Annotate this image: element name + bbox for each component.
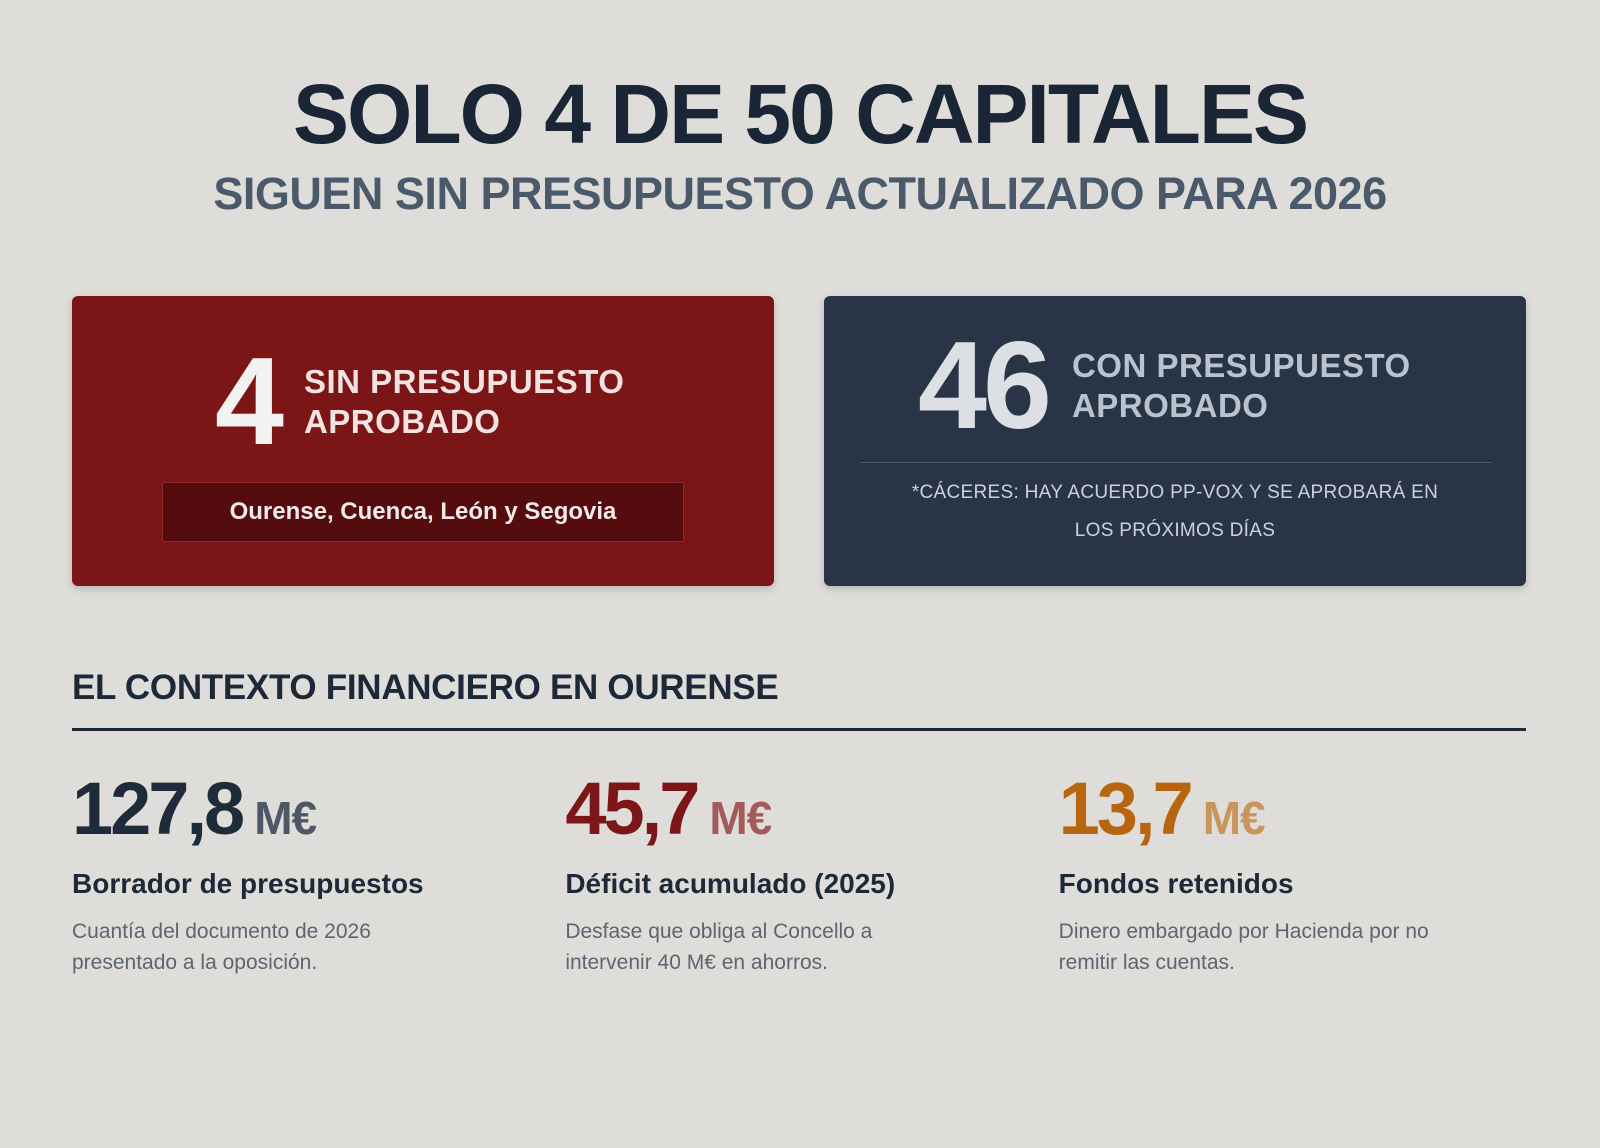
stat-label: Déficit acumulado (2025) <box>565 868 896 899</box>
stat-number: 45,7 <box>565 767 700 850</box>
stat-unit: M€ <box>254 792 317 844</box>
stat-description-line1: Cuantía del documento de 2026 <box>72 920 371 943</box>
stat-description: Dinero embargado por Hacienda por no rem… <box>1059 916 1499 978</box>
stat-value: 127,8 M€ <box>72 772 565 846</box>
stat-unit: M€ <box>709 792 772 844</box>
without-budget-headline: 4 SIN PRESUPUESTO APROBADO <box>215 340 624 464</box>
stat-description-line1: Desfase que obliga al Concello a <box>565 920 873 943</box>
stat-description-line2: presentado a la oposición. <box>72 951 318 974</box>
without-budget-label: SIN PRESUPUESTO APROBADO <box>304 362 624 442</box>
page-subtitle: SIGUEN SIN PRESUPUESTO ACTUALIZADO PARA … <box>213 168 1387 220</box>
without-budget-count: 4 <box>215 333 284 471</box>
stat-number: 127,8 <box>72 767 245 850</box>
card-divider <box>860 462 1492 463</box>
with-budget-label-line1: CON PRESUPUESTO <box>1071 347 1411 384</box>
stat-description: Desfase que obliga al Concello a interve… <box>565 916 1005 978</box>
stat-value: 13,7 M€ <box>1059 772 1552 846</box>
stat-number: 13,7 <box>1058 767 1194 850</box>
with-budget-label-line2: APROBADO <box>1071 387 1269 424</box>
stat-label: Fondos retenidos <box>1058 868 1294 899</box>
with-budget-headline: 46 CON PRESUPUESTO APROBADO <box>918 324 1411 448</box>
stat-label: Borrador de presupuestos <box>72 868 424 899</box>
card-with-budget: 46 CON PRESUPUESTO APROBADO *CÁCERES: HA… <box>824 296 1526 586</box>
caceres-note: *CÁCERES: HAY ACUERDO PP-VOX Y SE APROBA… <box>884 474 1466 550</box>
summary-cards: 4 SIN PRESUPUESTO APROBADO Ourense, Cuen… <box>72 296 1526 586</box>
stat-draft-budget: 127,8 M€ Borrador de presupuestos Cuantí… <box>72 772 565 978</box>
without-budget-label-line2: APROBADO <box>303 403 501 440</box>
stat-retained-funds: 13,7 M€ Fondos retenidos Dinero embargad… <box>1059 772 1552 978</box>
without-budget-label-line1: SIN PRESUPUESTO <box>303 363 625 400</box>
page-title: SOLO 4 DE 50 CAPITALES <box>293 67 1309 161</box>
with-budget-count: 46 <box>918 317 1052 455</box>
context-divider <box>72 728 1526 731</box>
context-section: EL CONTEXTO FINANCIERO EN OURENSE <box>72 668 1526 731</box>
stat-value: 45,7 M€ <box>565 772 1058 846</box>
with-budget-label: CON PRESUPUESTO APROBADO <box>1072 346 1411 426</box>
stat-unit: M€ <box>1202 792 1266 844</box>
context-title: EL CONTEXTO FINANCIERO EN OURENSE <box>72 668 779 707</box>
financial-stats: 127,8 M€ Borrador de presupuestos Cuantí… <box>72 772 1552 978</box>
header: SOLO 4 DE 50 CAPITALES SIGUEN SIN PRESUP… <box>0 0 1600 220</box>
card-without-budget: 4 SIN PRESUPUESTO APROBADO Ourense, Cuen… <box>72 296 774 586</box>
stat-description: Cuantía del documento de 2026 presentado… <box>72 916 512 978</box>
stat-description-line2: remitir las cuentas. <box>1058 951 1235 974</box>
stat-description-line1: Dinero embargado por Hacienda por no <box>1058 920 1429 943</box>
stat-description-line2: intervenir 40 M€ en ahorros. <box>565 951 828 974</box>
stat-accumulated-deficit: 45,7 M€ Déficit acumulado (2025) Desfase… <box>565 772 1058 978</box>
caceres-note-line2: LOS PRÓXIMOS DÍAS <box>1074 520 1276 541</box>
cities-box: Ourense, Cuenca, León y Segovia <box>162 482 684 542</box>
caceres-note-line1: *CÁCERES: HAY ACUERDO PP-VOX Y SE APROBA… <box>911 482 1439 503</box>
